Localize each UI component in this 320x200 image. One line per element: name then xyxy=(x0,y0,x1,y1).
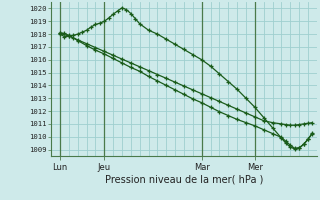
X-axis label: Pression niveau de la mer( hPa ): Pression niveau de la mer( hPa ) xyxy=(105,175,263,185)
